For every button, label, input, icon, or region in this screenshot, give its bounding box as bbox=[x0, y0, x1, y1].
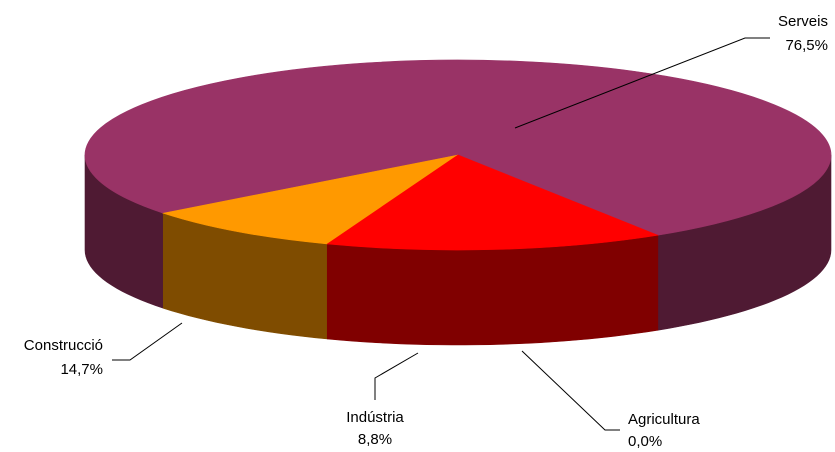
pie-slice-industria bbox=[162, 154, 459, 245]
pie-sides bbox=[84, 154, 832, 346]
leader-lines bbox=[112, 37, 770, 431]
leader-line-serveis bbox=[514, 37, 770, 129]
pie-side-construccio bbox=[326, 234, 659, 346]
pie-slice-serveis bbox=[84, 59, 832, 236]
leader-line-construccio bbox=[112, 322, 183, 361]
slice-labels: Serveis 76,5% Agricultura 0,0% Indústria 8,8%… bbox=[24, 13, 828, 450]
slice-label-construccio: Construcció bbox=[24, 337, 103, 354]
slice-label-industria: Indústria bbox=[346, 409, 404, 426]
pie-tops bbox=[84, 59, 832, 251]
slice-value-serveis: 76,5% bbox=[785, 37, 828, 54]
slice-value-industria: 8,8% bbox=[358, 431, 392, 448]
slice-label-serveis: Serveis bbox=[778, 13, 828, 30]
slice-value-agricultura: 0,0% bbox=[628, 433, 662, 450]
leader-line-industria bbox=[374, 352, 419, 400]
slice-value-construccio: 14,7% bbox=[60, 361, 103, 378]
leader-line-agricultura bbox=[521, 350, 620, 431]
pie-slice-construccio bbox=[326, 154, 659, 251]
slice-label-agricultura: Agricultura bbox=[628, 411, 700, 428]
